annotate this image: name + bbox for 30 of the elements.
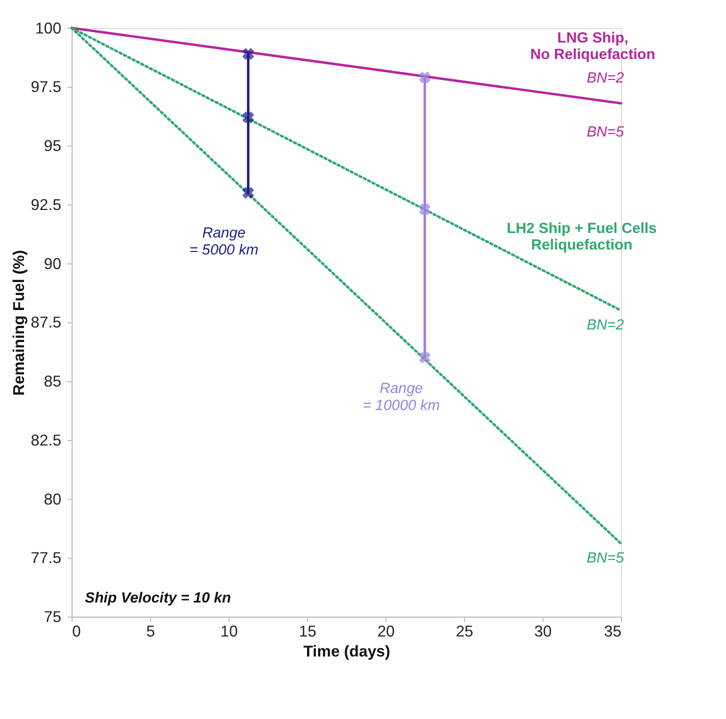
x-tick-label: 25 xyxy=(456,624,474,641)
annotation: LNG Ship, No Reliquefaction xyxy=(530,30,656,63)
x-tick-label: 10 xyxy=(220,624,238,641)
annotation: BN=2 xyxy=(586,318,624,334)
y-tick-label: 97.5 xyxy=(30,79,62,96)
y-tick-label: 87.5 xyxy=(30,314,62,332)
y-tick-label: 85 xyxy=(44,374,62,391)
y-axis-title: Remaining Fuel (%) xyxy=(10,250,28,396)
y-tick-label: 95 xyxy=(44,138,62,156)
annotation: LH2 Ship + Fuel Cells Reliquefaction xyxy=(506,221,657,254)
y-tick-label: 100 xyxy=(35,20,62,38)
y-tick-label: 75 xyxy=(44,609,62,626)
y-tick-label: 82.5 xyxy=(30,432,62,450)
annotation: Range = 10000 km xyxy=(362,381,440,414)
annotation: BN=5 xyxy=(586,124,625,140)
x-tick-label: 15 xyxy=(298,624,317,641)
x-tick-label: 30 xyxy=(534,624,552,641)
x-tick-label: 5 xyxy=(146,624,156,641)
annotation: Ship Velocity = 10 kn xyxy=(84,590,232,607)
y-tick-label: 77.5 xyxy=(30,550,62,568)
y-tick-label: 80 xyxy=(44,491,62,508)
annotation: Range = 5000 km xyxy=(189,226,258,258)
annotation: BN=5 xyxy=(586,550,625,567)
x-axis-title: Time (days) xyxy=(303,643,390,660)
y-tick-label: 90 xyxy=(44,256,62,273)
y-tick-label: 92.5 xyxy=(30,196,62,214)
x-tick-label: 0 xyxy=(72,624,82,641)
x-tick-label: 20 xyxy=(377,624,396,641)
x-tick-label: 35 xyxy=(604,624,622,641)
annotation: BN=2 xyxy=(586,70,624,86)
